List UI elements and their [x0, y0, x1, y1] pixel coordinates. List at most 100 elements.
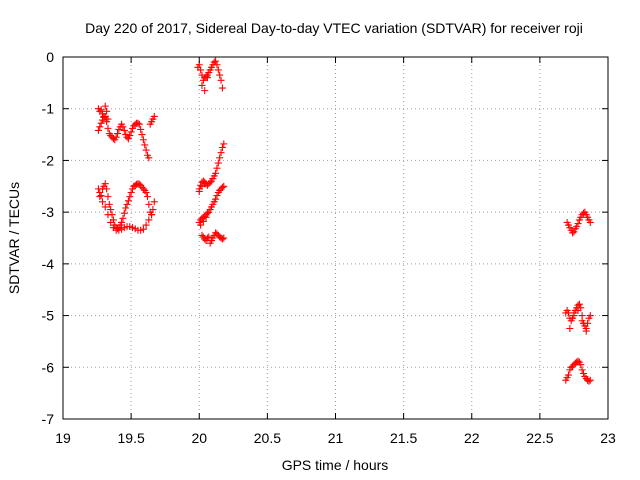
data-point: [103, 185, 111, 193]
y-axis-label: SDTVAR / TECUs: [6, 182, 22, 294]
data-point: [103, 107, 111, 115]
data-point: [197, 221, 205, 229]
data-point: [104, 193, 112, 201]
x-tick-label: 19.5: [118, 430, 145, 446]
data-point: [197, 66, 205, 74]
data-point: [578, 317, 586, 325]
data-point: [578, 366, 586, 374]
data-point: [122, 204, 130, 212]
data-point: [97, 192, 105, 200]
data-point: [150, 198, 158, 206]
data-point: [586, 218, 594, 226]
y-tick-label: -7: [42, 411, 55, 427]
data-point: [143, 193, 151, 201]
data-point: [573, 223, 581, 231]
data-point: [142, 221, 150, 229]
data-cluster: [195, 182, 228, 229]
data-point: [118, 218, 126, 226]
data-point: [137, 125, 145, 133]
y-tick-label: -4: [42, 256, 55, 272]
data-cluster: [198, 229, 228, 247]
data-cluster: [562, 357, 594, 385]
data-point: [101, 180, 109, 188]
y-tick-labels: 0 -1 -2 -3 -4 -5 -6 -7: [42, 49, 55, 427]
data-cluster: [94, 180, 158, 234]
data-point: [216, 154, 224, 162]
data-point: [217, 76, 225, 84]
data-point: [203, 74, 211, 82]
x-tick-label: 20.5: [254, 430, 281, 446]
data-point: [124, 135, 132, 143]
data-point: [212, 169, 220, 177]
data-point: [579, 369, 587, 377]
data-point: [126, 193, 134, 201]
data-point: [569, 229, 577, 237]
data-point: [127, 128, 135, 136]
data-point: [107, 218, 115, 226]
data-point: [197, 181, 205, 189]
data-point: [198, 231, 206, 239]
data-point: [145, 216, 153, 224]
data-point: [139, 136, 147, 144]
data-point: [120, 126, 128, 134]
data-point: [195, 187, 203, 195]
data-cluster: [562, 300, 594, 335]
data-point: [104, 124, 112, 132]
data-points: [94, 57, 594, 385]
data-point: [218, 183, 226, 191]
data-point: [218, 144, 226, 151]
data-point: [201, 87, 209, 95]
data-point: [150, 112, 158, 120]
data-point: [220, 182, 228, 190]
data-point: [107, 206, 115, 214]
data-point: [212, 195, 220, 203]
data-point: [198, 81, 206, 89]
y-tick-label: -1: [42, 101, 55, 117]
data-point: [100, 112, 108, 120]
data-point: [206, 178, 214, 186]
data-point: [220, 234, 228, 242]
data-point: [582, 327, 590, 335]
data-point: [213, 164, 221, 172]
data-point: [577, 361, 585, 369]
data-point: [205, 233, 213, 241]
data-cluster: [194, 57, 226, 95]
y-tick-label: 0: [46, 49, 54, 65]
data-point: [97, 119, 105, 127]
x-tick-label: 22.5: [526, 430, 553, 446]
chart-title: Day 220 of 2017, Sidereal Day-to-day VTE…: [85, 20, 583, 36]
y-tick-label: -5: [42, 308, 55, 324]
data-point: [139, 225, 147, 233]
x-axis-label: GPS time / hours: [282, 457, 389, 473]
data-point: [575, 300, 583, 308]
data-point: [96, 123, 104, 131]
data-point: [135, 120, 143, 128]
data-point: [214, 159, 222, 167]
data-point: [203, 209, 211, 217]
data-point: [145, 154, 153, 162]
data-point: [585, 377, 593, 385]
x-tick-label: 21: [328, 430, 344, 446]
data-point: [124, 197, 132, 205]
data-point: [126, 132, 134, 140]
data-point: [199, 217, 207, 225]
data-point: [101, 203, 109, 211]
y-tick-label: -3: [42, 204, 55, 220]
data-point: [216, 71, 224, 79]
x-tick-label: 19: [55, 430, 71, 446]
x-tick-label: 22: [464, 430, 480, 446]
data-point: [141, 141, 149, 149]
data-point: [212, 57, 220, 65]
axis-ticks: [62, 56, 609, 420]
data-point: [99, 198, 107, 206]
data-point: [120, 209, 128, 217]
data-point: [104, 115, 112, 123]
data-point: [574, 306, 582, 314]
data-point: [114, 130, 121, 138]
data-point: [566, 325, 574, 332]
data-point: [138, 131, 146, 139]
data-point: [217, 149, 225, 157]
grid-lines: [63, 57, 608, 419]
data-point: [213, 61, 221, 69]
